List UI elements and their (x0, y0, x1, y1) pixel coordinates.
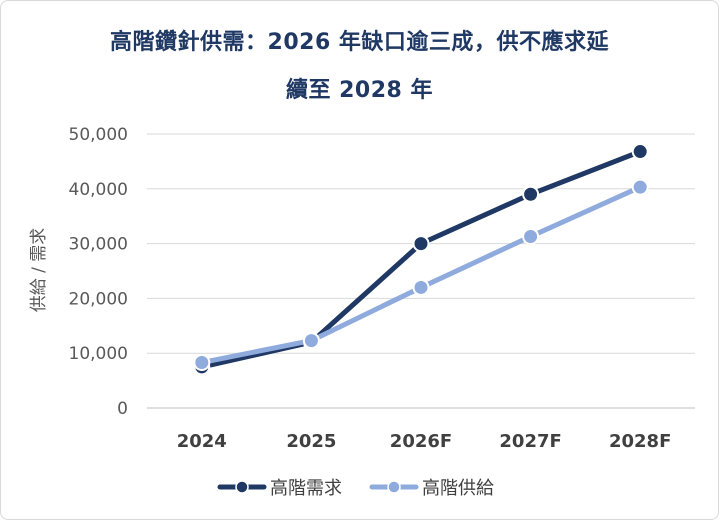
x-tick-label: 2025 (286, 431, 336, 452)
data-point (302, 332, 320, 350)
y-tick-label: 10,000 (69, 344, 128, 364)
legend-label: 高階供給 (422, 478, 494, 499)
y-axis-label: 供給 / 需求 (29, 228, 49, 313)
gridlines (147, 133, 695, 409)
legend-item: 高階需求 (217, 478, 342, 499)
legend-swatch-marker (235, 480, 249, 494)
chart-subtitle: 續至 2028 年 (285, 78, 434, 103)
series-group (193, 178, 649, 372)
data-point (412, 278, 430, 296)
x-tick-label: 2027F (499, 431, 561, 452)
data-point (631, 178, 649, 196)
y-axis-ticks: 0 10,000 20,000 30,000 40,000 50,000 (69, 125, 128, 419)
series-group (193, 143, 649, 376)
data-point (522, 227, 540, 245)
y-tick-label: 40,000 (69, 180, 128, 200)
series-layer (193, 143, 649, 376)
x-tick-label: 2024 (177, 431, 227, 452)
data-point (631, 143, 649, 161)
x-axis-ticks: 2024 2025 2026F 2027F 2028F (177, 431, 672, 452)
y-tick-label: 50,000 (69, 125, 128, 145)
y-tick-label: 20,000 (69, 289, 128, 309)
y-tick-label: 30,000 (69, 235, 128, 255)
y-tick-label: 0 (117, 399, 128, 419)
legend-label: 高階需求 (270, 478, 342, 499)
x-tick-label: 2026F (390, 431, 452, 452)
series-line (199, 149, 643, 370)
legend: 高階需求 高階供給 (217, 478, 494, 499)
data-point (412, 235, 430, 253)
data-point (522, 185, 540, 203)
data-point (193, 354, 211, 372)
series-line (199, 184, 643, 366)
x-tick-label: 2028F (609, 431, 671, 452)
legend-item: 高階供給 (369, 478, 494, 499)
chart-title: 高階鑽針供需：2026 年缺口逾三成，供不應求延 (110, 30, 609, 55)
legend-swatch-marker (387, 480, 401, 494)
